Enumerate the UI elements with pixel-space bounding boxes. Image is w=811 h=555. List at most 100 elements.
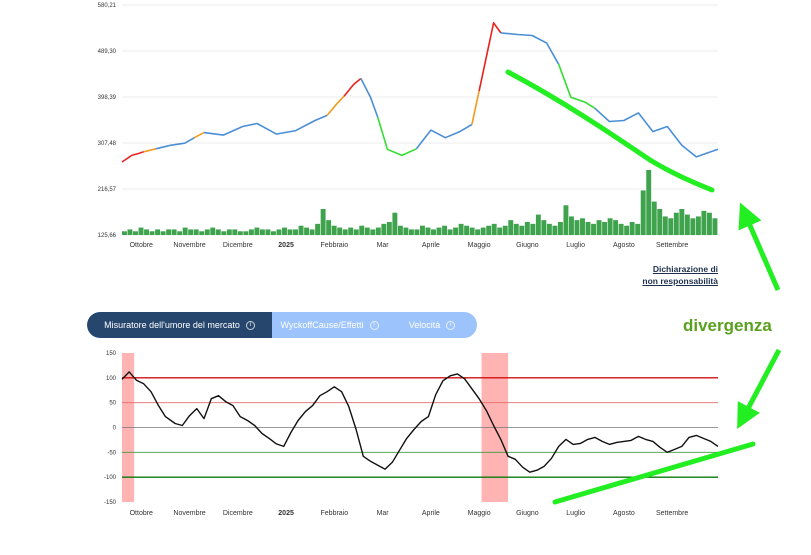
price-x-tick: Agosto bbox=[613, 242, 635, 249]
info-icon[interactable]: i bbox=[245, 320, 255, 330]
price-y-axis-labels: 580,21 489,30 398,39 307,48 216,57 125,66 bbox=[98, 3, 117, 239]
volume-bar bbox=[149, 231, 155, 235]
volume-bar bbox=[602, 222, 608, 235]
volume-bar bbox=[530, 223, 536, 235]
volume-bar bbox=[508, 220, 514, 235]
volume-bar bbox=[607, 218, 613, 235]
oscillator-y-tick: 50 bbox=[109, 401, 116, 407]
volume-bar bbox=[535, 214, 541, 235]
oscillator-y-tick: -50 bbox=[107, 450, 116, 456]
oscillator-x-axis-labels: Ottobre Novembre Dicembre 2025 Febbraio Mar Ap… bbox=[130, 510, 689, 517]
volume-bar bbox=[309, 229, 315, 235]
oscillator-x-tick: Maggio bbox=[468, 510, 491, 517]
volume-bar bbox=[337, 227, 343, 235]
volume-bar bbox=[519, 225, 525, 235]
volume-bar bbox=[215, 229, 221, 235]
volume-bar bbox=[486, 225, 492, 235]
volume-bar bbox=[271, 231, 276, 235]
volume-bar bbox=[447, 229, 453, 235]
oscillator-x-tick: Novembre bbox=[173, 510, 205, 517]
price-x-tick: Aprile bbox=[422, 242, 440, 249]
price-segment-orange bbox=[143, 148, 156, 153]
volume-bar bbox=[133, 231, 138, 235]
volume-bars bbox=[122, 170, 718, 235]
divergence-annotation: divergenza bbox=[683, 316, 772, 335]
volume-bar bbox=[408, 229, 414, 235]
volume-bar bbox=[475, 229, 481, 235]
volume-bar bbox=[541, 220, 547, 235]
volume-bar bbox=[381, 223, 387, 235]
volume-bar bbox=[695, 216, 701, 235]
volume-bar bbox=[248, 229, 254, 235]
price-segment-red bbox=[478, 21, 502, 92]
volume-bar bbox=[491, 223, 497, 235]
volume-bar bbox=[701, 210, 707, 235]
volume-bar bbox=[524, 222, 530, 235]
volume-bar bbox=[237, 231, 243, 235]
indicator-tabs: Misuratore dell'umore del mercato i Wyck… bbox=[87, 312, 477, 338]
price-segment-blue bbox=[500, 32, 560, 65]
volume-bar bbox=[221, 231, 227, 235]
volume-bar bbox=[265, 229, 271, 235]
oscillator-x-tick: Giugno bbox=[516, 510, 539, 517]
price-y-tick: 489,30 bbox=[98, 49, 117, 55]
volume-bar bbox=[193, 229, 199, 235]
mood-line bbox=[121, 371, 719, 473]
volume-bar bbox=[276, 229, 282, 235]
volume-bar bbox=[259, 229, 265, 235]
volume-bar bbox=[199, 231, 205, 235]
volume-bar bbox=[315, 223, 321, 235]
volume-bar bbox=[254, 227, 260, 235]
tab-wyckoff[interactable]: WyckoffCause/Effetti i bbox=[272, 312, 387, 338]
volume-bar bbox=[458, 223, 464, 235]
volume-bar bbox=[144, 229, 149, 235]
price-series bbox=[121, 21, 719, 163]
tab-market-mood[interactable]: Misuratore dell'umore del mercato i bbox=[87, 312, 272, 338]
oscillator-x-tick: Settembre bbox=[656, 510, 688, 517]
volume-bar bbox=[370, 229, 376, 235]
volume-bar bbox=[453, 227, 459, 235]
volume-bar bbox=[282, 227, 287, 235]
volume-bar bbox=[624, 225, 630, 235]
volume-bar bbox=[552, 225, 558, 235]
disclaimer-link[interactable]: Dichiarazione di non responsabilità bbox=[642, 264, 718, 286]
volume-bar bbox=[353, 229, 359, 235]
price-chart: 580,21 489,30 398,39 307,48 216,57 125,66 Ott… bbox=[98, 3, 719, 249]
volume-bar bbox=[232, 229, 238, 235]
info-icon[interactable]: i bbox=[369, 320, 379, 330]
info-icon[interactable]: i bbox=[446, 320, 456, 330]
price-segment-blue bbox=[360, 78, 379, 118]
price-segment-green bbox=[557, 64, 596, 109]
volume-bar bbox=[673, 212, 679, 235]
volume-bar bbox=[613, 220, 619, 235]
price-segment-orange bbox=[194, 131, 205, 139]
price-x-tick: Ottobre bbox=[130, 242, 153, 249]
price-x-tick: Febbraio bbox=[321, 242, 349, 249]
volume-bar bbox=[177, 231, 183, 235]
oscillator-y-tick: 0 bbox=[113, 426, 117, 432]
volume-bar bbox=[359, 225, 365, 235]
price-y-tick: 580,21 bbox=[98, 3, 117, 9]
volume-bar bbox=[679, 209, 685, 235]
volume-bar bbox=[706, 212, 712, 235]
volume-bar bbox=[243, 231, 249, 235]
oscillator-y-tick: -100 bbox=[104, 475, 117, 481]
volume-bar bbox=[320, 209, 326, 235]
volume-bar bbox=[635, 223, 641, 235]
volume-bar bbox=[646, 170, 652, 235]
volume-bar bbox=[569, 216, 574, 235]
price-x-tick: 2025 bbox=[278, 242, 294, 249]
volume-bar bbox=[662, 216, 668, 235]
volume-bar bbox=[326, 220, 332, 235]
oscillator-y-axis-labels: 150 100 50 0 -50 -100 -150 bbox=[104, 351, 117, 506]
volume-bar bbox=[557, 222, 563, 235]
tab-velocity[interactable]: Velocità i bbox=[387, 312, 477, 338]
oscillator-y-tick: 100 bbox=[106, 376, 117, 382]
tab-velocity-label: Velocità bbox=[408, 320, 441, 330]
volume-bar bbox=[342, 229, 348, 235]
volume-bar bbox=[690, 218, 696, 235]
volume-bar bbox=[657, 209, 663, 235]
volume-bar bbox=[712, 218, 718, 235]
volume-bar bbox=[182, 227, 188, 235]
volume-bar bbox=[480, 227, 486, 235]
